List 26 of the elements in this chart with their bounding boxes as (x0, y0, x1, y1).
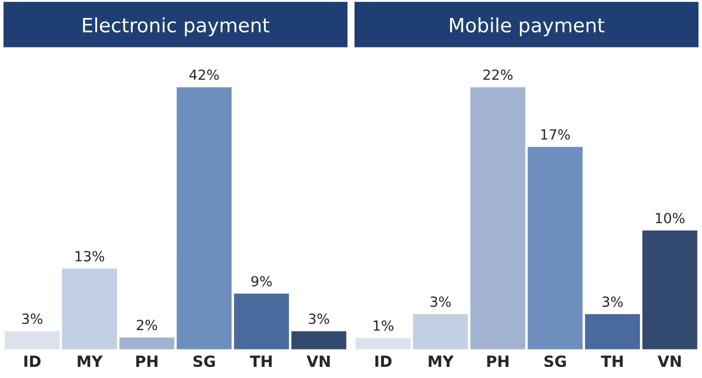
data-label: 1% (374, 320, 394, 331)
x-tick-label: SG (544, 355, 566, 368)
data-label: 13% (76, 250, 104, 262)
x-tick-label: PH (136, 356, 158, 367)
x-tick-label: SG (193, 355, 215, 368)
data-label: 10% (656, 212, 684, 224)
x-tick-label: VN (306, 356, 330, 367)
data-label: 3% (22, 314, 42, 324)
data-label: 9% (251, 276, 272, 286)
data-label: 17% (541, 129, 570, 140)
data-label: 2% (136, 320, 158, 330)
x-tick-label: MY (428, 356, 454, 367)
x-tick-label: PH (487, 356, 508, 367)
data-label: 3% (430, 296, 451, 307)
x-tick-label: TH (600, 356, 623, 367)
data-label: 42% (189, 69, 219, 80)
x-tick-label: MY (78, 356, 103, 367)
x-tick-label: VN (658, 356, 681, 367)
x-tick-label: ID (24, 356, 41, 367)
data-label: 3% (602, 296, 623, 307)
chart-title: Electronic payment (83, 17, 270, 36)
chart-title: Mobile payment (450, 17, 604, 36)
data-label: 22% (483, 69, 513, 80)
x-tick-label: ID (375, 356, 392, 367)
data-label: 3% (308, 314, 330, 324)
x-tick-label: TH (250, 356, 272, 367)
